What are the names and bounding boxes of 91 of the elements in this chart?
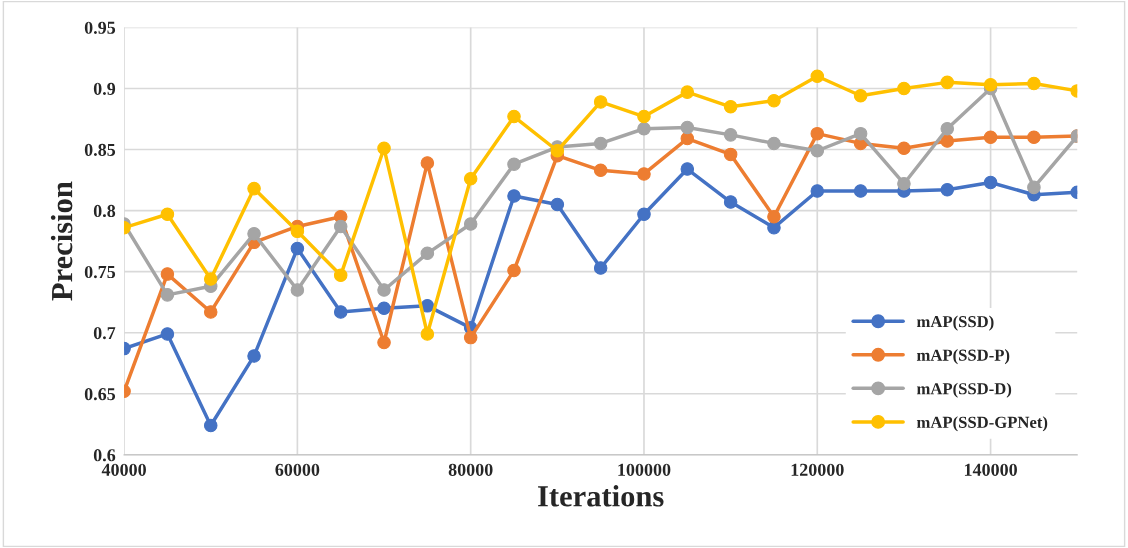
point xyxy=(160,327,175,341)
point xyxy=(680,162,695,176)
point xyxy=(247,181,261,196)
y-tick-label: 0.65 xyxy=(84,388,116,401)
point xyxy=(203,305,218,319)
y-tick-label: 0.85 xyxy=(84,143,116,157)
point xyxy=(290,241,305,256)
point xyxy=(203,418,218,433)
point xyxy=(593,136,608,151)
x-tick-label: 40000 xyxy=(101,463,146,476)
legend-label: mAP(SSD) xyxy=(916,315,994,331)
point xyxy=(810,143,825,158)
x-tick-label: 140000 xyxy=(964,463,1017,476)
x-tick-label: 80000 xyxy=(448,463,493,476)
y-axis-title: Precision xyxy=(50,181,73,301)
x-tick-label: 100000 xyxy=(618,463,671,476)
point xyxy=(767,209,781,224)
point xyxy=(247,227,261,241)
point xyxy=(160,288,175,302)
point xyxy=(810,69,825,84)
point xyxy=(637,207,651,222)
point xyxy=(290,224,305,239)
point xyxy=(377,283,391,297)
point xyxy=(593,95,608,109)
point xyxy=(723,195,738,209)
point xyxy=(463,172,478,186)
point xyxy=(203,272,218,286)
point xyxy=(420,156,435,170)
y-tick-label: 0.75 xyxy=(84,265,116,279)
y-tick-label: 0.7 xyxy=(93,326,116,340)
point xyxy=(507,109,521,124)
y-tick-label: 0.8 xyxy=(93,204,116,218)
point xyxy=(940,75,955,90)
point xyxy=(853,126,868,141)
point xyxy=(420,246,435,261)
y-tick-label: 0.9 xyxy=(93,82,116,95)
point xyxy=(420,327,435,341)
point xyxy=(1027,180,1041,195)
point xyxy=(377,301,391,316)
point xyxy=(637,109,651,124)
point xyxy=(680,131,695,146)
point xyxy=(507,263,521,278)
point xyxy=(853,184,868,198)
point xyxy=(507,189,521,203)
point xyxy=(897,141,911,156)
point xyxy=(377,335,391,350)
point xyxy=(247,349,261,363)
legend-label: mAP(SSD-GPNet) xyxy=(916,416,1048,432)
point xyxy=(723,128,738,142)
point xyxy=(463,217,478,231)
point xyxy=(767,136,781,151)
legend-label: mAP(SSD-P) xyxy=(916,349,1010,365)
x-tick-label: 120000 xyxy=(791,463,844,476)
point xyxy=(897,81,911,96)
point xyxy=(853,89,868,103)
point xyxy=(767,93,781,108)
point xyxy=(637,121,651,136)
point xyxy=(983,130,998,145)
point xyxy=(1027,76,1041,91)
point xyxy=(333,219,348,234)
y-tick-label: 0.95 xyxy=(84,21,116,34)
point xyxy=(723,100,738,114)
point xyxy=(160,267,175,281)
point xyxy=(550,143,565,158)
legend-label: mAP(SSD-D) xyxy=(916,382,1012,398)
point xyxy=(810,184,825,198)
point xyxy=(983,175,998,190)
y-tick-label: 0.6 xyxy=(93,449,116,462)
point xyxy=(593,163,608,178)
point xyxy=(507,157,521,171)
point xyxy=(940,183,955,197)
point xyxy=(333,268,348,283)
point xyxy=(377,141,391,156)
point xyxy=(463,330,478,345)
point xyxy=(680,85,695,99)
point xyxy=(290,283,305,297)
point xyxy=(637,167,651,181)
point xyxy=(593,261,608,275)
point xyxy=(983,78,998,92)
point xyxy=(897,176,911,191)
x-axis-title: Iterations xyxy=(538,485,664,507)
point xyxy=(1027,130,1041,145)
x-tick-label: 60000 xyxy=(275,463,320,476)
point xyxy=(940,121,955,136)
point xyxy=(333,305,348,319)
point xyxy=(680,120,695,135)
point xyxy=(160,207,175,222)
point xyxy=(550,197,565,212)
point xyxy=(810,126,825,141)
point xyxy=(723,147,738,162)
point xyxy=(940,134,955,148)
